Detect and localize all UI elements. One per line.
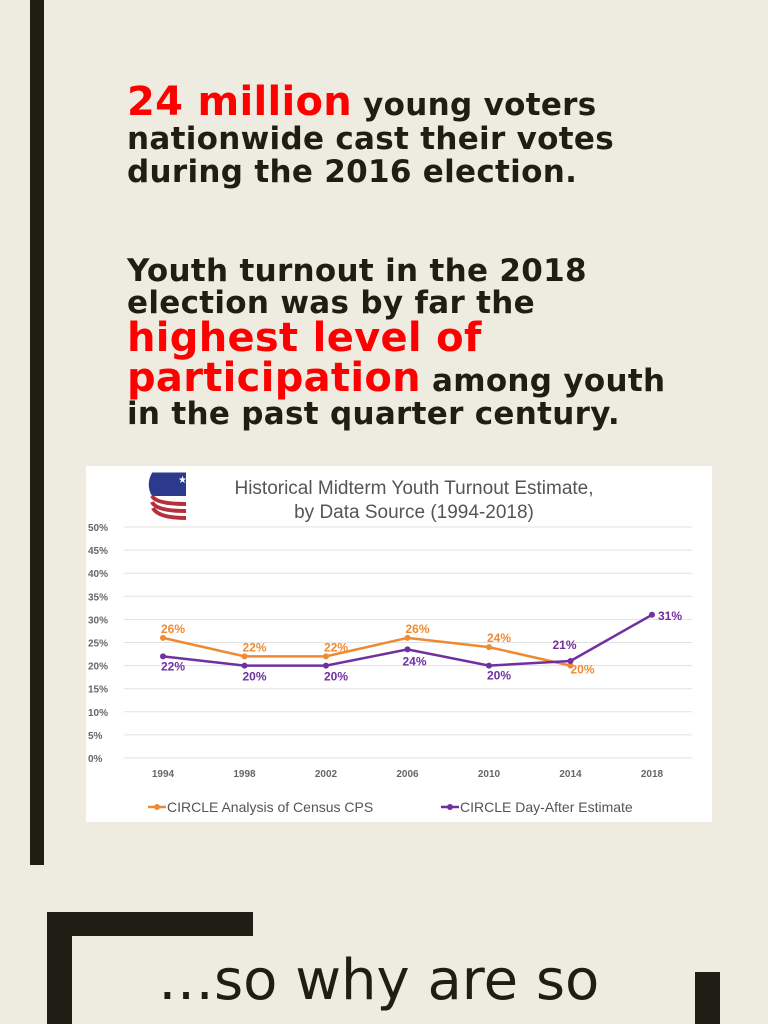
data-point [486, 662, 492, 669]
x-tick-label: 2006 [396, 769, 419, 780]
data-label: 20% [324, 670, 348, 684]
y-tick-label: 40% [88, 569, 108, 580]
y-tick-label: 15% [88, 685, 108, 696]
data-point [241, 653, 248, 660]
bracket-top-bar [47, 912, 253, 936]
para2-line4: among youth [420, 363, 666, 399]
data-label: 26% [406, 622, 430, 636]
legend-label: CIRCLE Day-After Estimate [460, 799, 633, 815]
x-tick-label: 2018 [641, 769, 664, 780]
data-point [567, 662, 574, 669]
data-label: 20% [571, 663, 595, 677]
data-label: 22% [324, 640, 348, 654]
data-point [160, 634, 166, 641]
data-label: 20% [243, 670, 267, 684]
headline-line3: during the 2016 election. [127, 154, 578, 190]
right-vertical-bar [695, 972, 720, 1024]
data-point [649, 611, 655, 618]
legend-marker [447, 804, 453, 810]
data-label: 20% [487, 669, 511, 683]
data-label: 22% [161, 659, 185, 673]
data-point [404, 634, 411, 641]
data-point [241, 662, 248, 669]
data-point [404, 646, 411, 653]
chart-svg: ★ Historical Midterm Youth Turnout Estim… [88, 472, 692, 815]
bracket-left-bar [47, 912, 72, 1024]
headline-highlight: 24 million [127, 79, 353, 125]
y-tick-label: 45% [88, 546, 108, 557]
circle-logo-icon: ★ [148, 472, 187, 520]
legend-label: CIRCLE Analysis of Census CPS [167, 799, 373, 815]
left-vertical-bar [30, 0, 44, 865]
data-point [486, 644, 492, 651]
data-label: 24% [487, 631, 511, 645]
y-tick-label: 35% [88, 592, 108, 603]
data-label: 31% [658, 609, 682, 623]
bottom-question: …so why are so [158, 948, 600, 1013]
y-tick-label: 25% [88, 639, 108, 650]
headline-text: young voters [352, 87, 597, 123]
turnout-chart: ★ Historical Midterm Youth Turnout Estim… [86, 466, 712, 822]
data-label: 21% [553, 638, 577, 652]
para2-highlight1: highest level of [127, 315, 482, 361]
legend-marker [154, 804, 160, 810]
data-point [323, 653, 329, 660]
y-tick-label: 30% [88, 615, 108, 626]
data-label: 22% [243, 640, 267, 654]
data-label: 26% [161, 622, 185, 636]
x-tick-label: 1998 [233, 769, 256, 780]
para2-line1: Youth turnout in the 2018 [127, 253, 587, 289]
data-label: 24% [403, 654, 427, 668]
para2-line2: election was by far the [127, 285, 535, 321]
y-tick-label: 0% [88, 754, 103, 765]
series-line [162, 636, 571, 667]
headline-line2: nationwide cast their votes [127, 121, 614, 157]
para2-line5: in the past quarter century. [127, 396, 620, 432]
x-tick-label: 2014 [559, 769, 582, 780]
para2-highlight2: participation [127, 355, 421, 401]
y-tick-label: 10% [88, 708, 108, 719]
chart-subtitle: by Data Source (1994-2018) [294, 502, 534, 523]
svg-text:★: ★ [178, 475, 187, 486]
y-tick-label: 5% [88, 731, 103, 742]
x-tick-label: 2010 [478, 769, 501, 780]
chart-title: Historical Midterm Youth Turnout Estimat… [234, 478, 593, 499]
data-point [323, 662, 329, 669]
data-point [567, 657, 574, 664]
x-tick-label: 1994 [152, 769, 175, 780]
y-tick-label: 50% [88, 523, 108, 534]
y-tick-label: 20% [88, 662, 108, 673]
data-point [160, 653, 166, 660]
x-tick-label: 2002 [315, 769, 338, 780]
